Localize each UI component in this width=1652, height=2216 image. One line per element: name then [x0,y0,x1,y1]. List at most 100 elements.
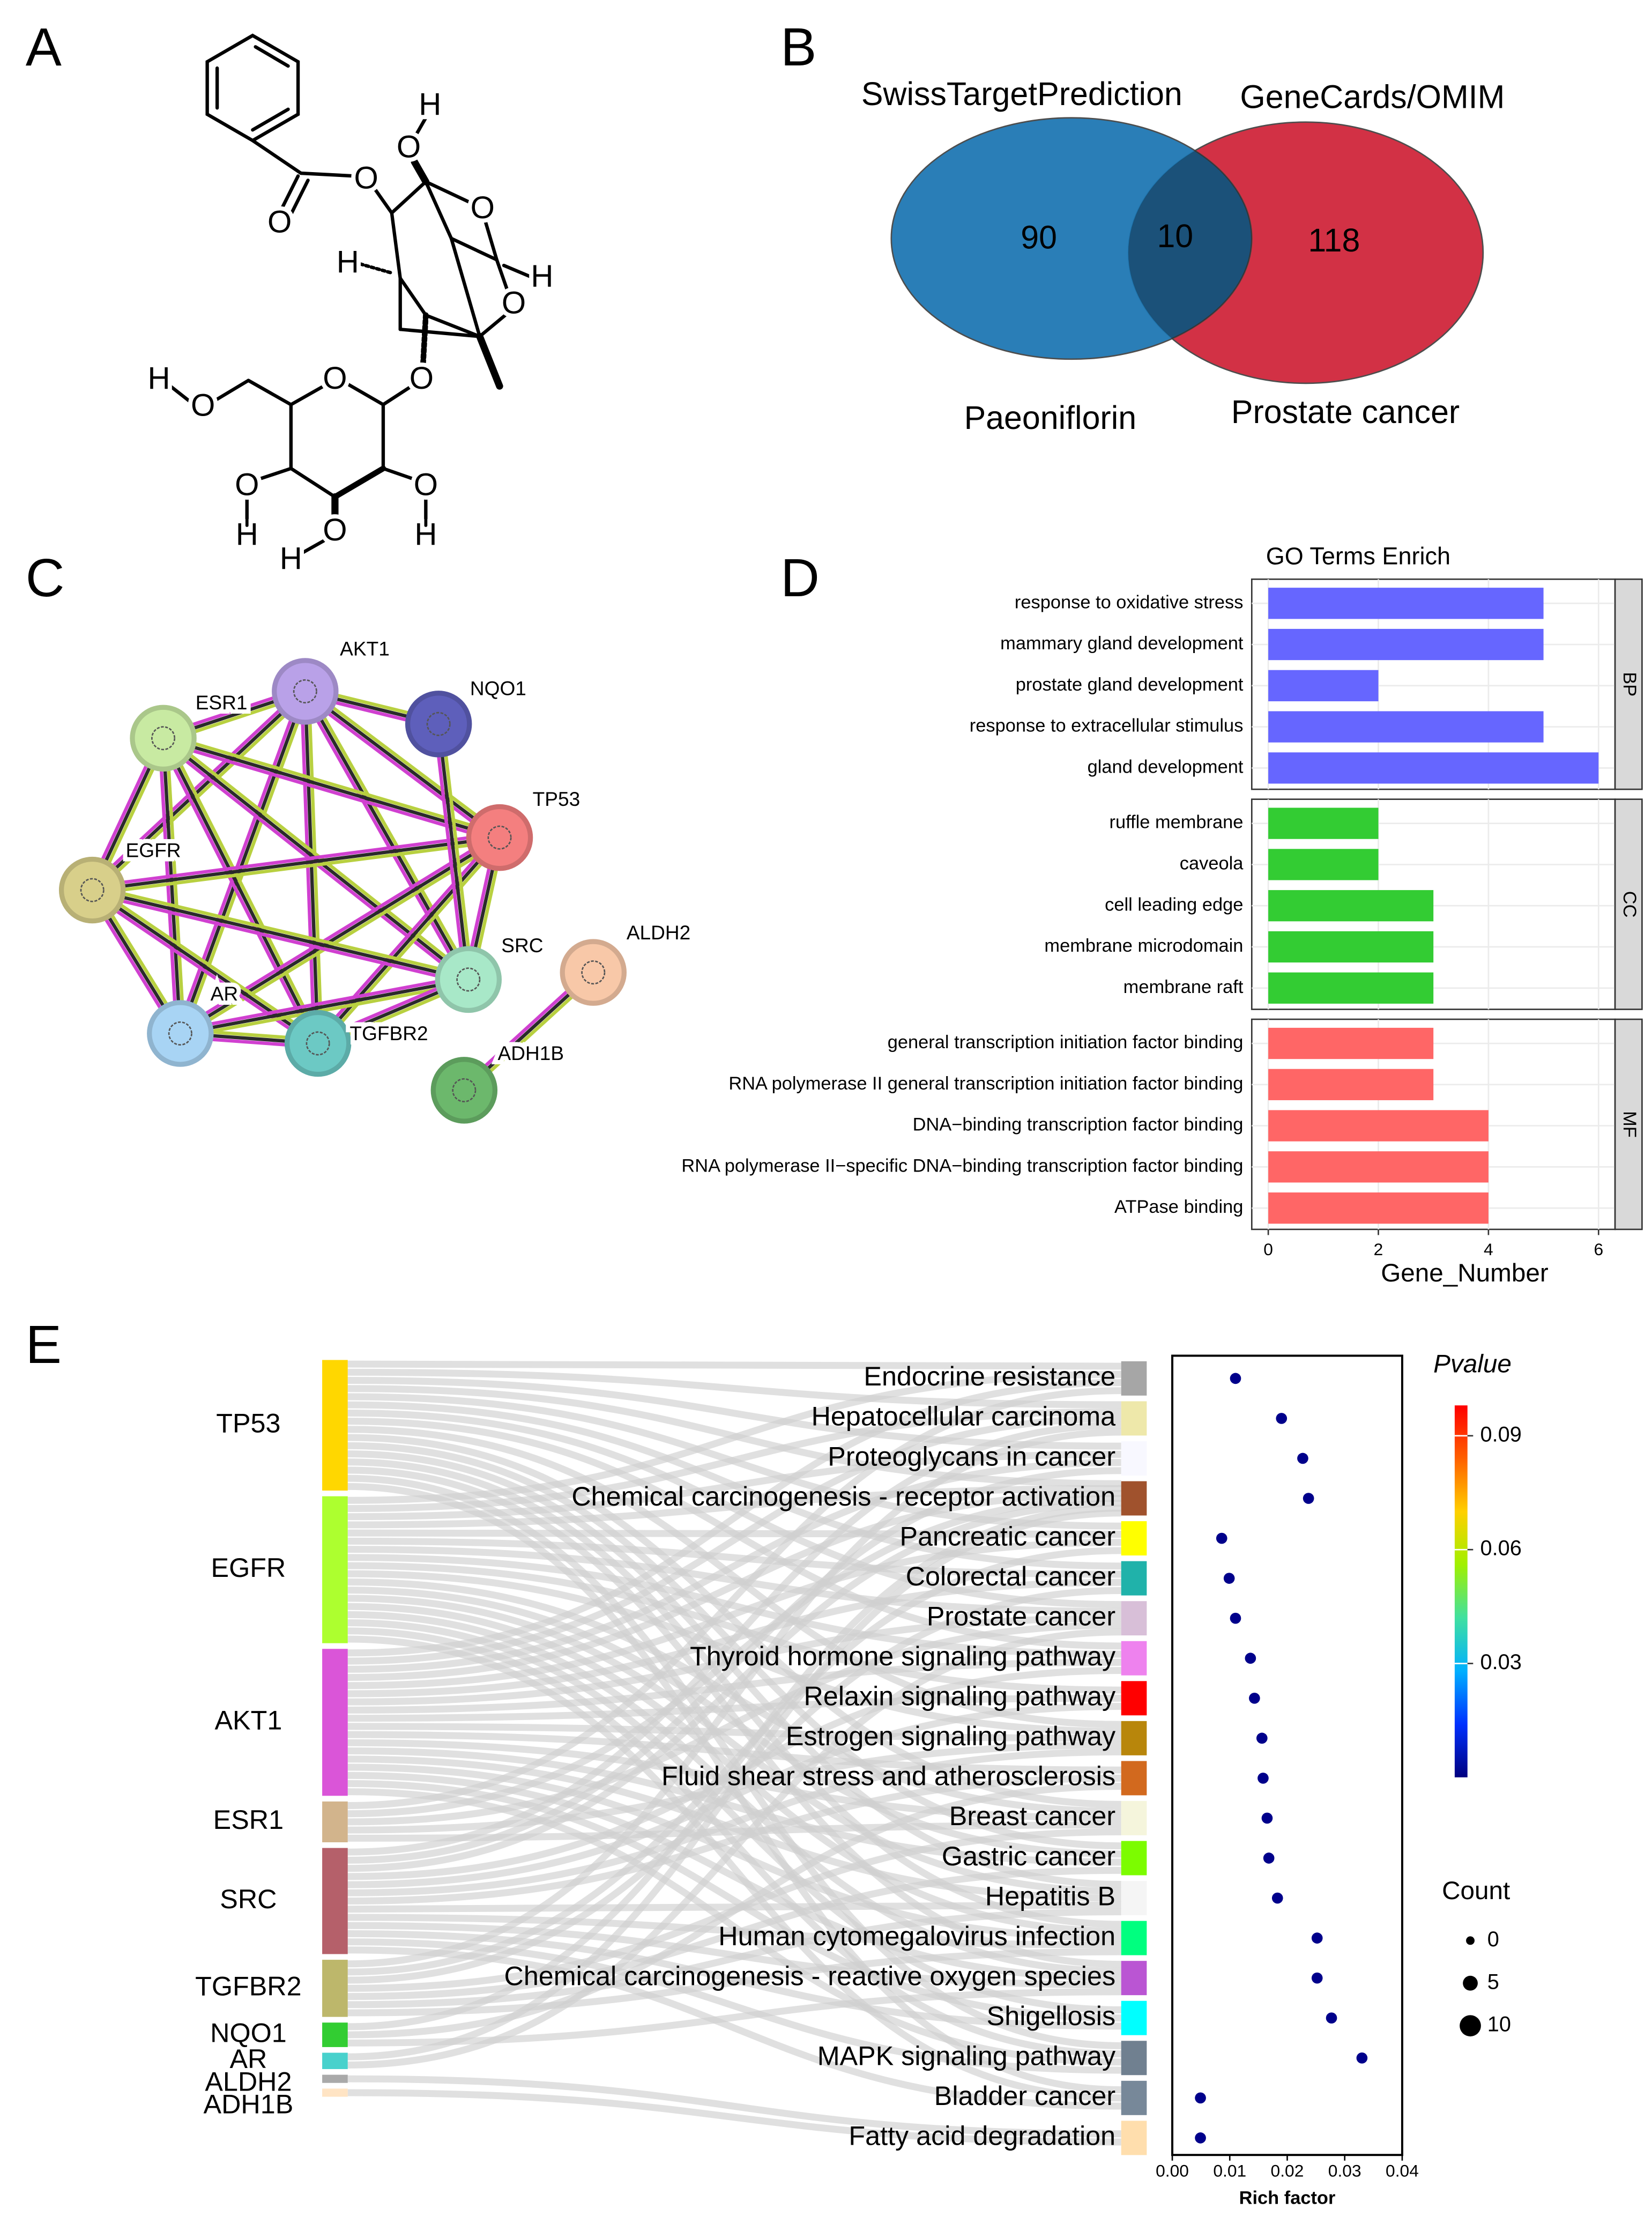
bond [359,262,392,275]
panel-label: B [780,17,816,77]
point [1326,2012,1337,2024]
edge [161,738,182,1034]
bond [424,313,482,338]
panel-label: C [26,548,65,608]
link [347,1421,1121,1856]
atom-label: H [236,517,258,552]
source-label: EGFR [211,1552,286,1583]
atom-label: O [323,361,347,396]
bond [390,211,402,280]
x-tick-label: 0.02 [1271,2161,1304,2180]
edge [300,692,467,982]
edge [175,689,303,1033]
atom-label: H [414,517,437,552]
bond [424,180,453,240]
bond [398,328,482,338]
edge [92,839,501,896]
link [347,1948,1121,2017]
link [347,2075,1121,2138]
edge [180,981,470,1039]
y-tick-label: response to oxidative stress [1015,592,1243,612]
link [347,1547,1121,1976]
edge [161,737,319,1044]
link [347,1495,1121,1818]
source-node [322,2074,348,2083]
target-label: Gastric cancer [942,1841,1115,1871]
legend-title: Count [1442,1877,1510,1905]
target-label: Chemical carcinogenesis - receptor activ… [571,1481,1115,1511]
source-node [322,2088,348,2097]
point [1223,1573,1235,1584]
link [347,1621,1121,1826]
bond [373,187,393,215]
source-label: TGFBR2 [195,1971,301,2002]
source-node [322,1960,348,2017]
link [347,1377,1121,1450]
link [347,1500,1121,1872]
bond [420,312,429,369]
source-node [322,1848,348,1954]
source-label: AR [229,2043,267,2074]
legend-point [1460,2015,1481,2037]
edge [437,723,470,980]
panel-label: E [26,1315,62,1375]
target-node [1121,1361,1147,1396]
link [347,1539,1121,1689]
target-node [1121,1721,1147,1755]
node-fill [135,709,192,767]
set-label: Paeoniflorin [964,399,1137,436]
atom-label: H [337,244,359,279]
link [347,1595,1121,1895]
edge [161,740,499,843]
target-node [1121,1521,1147,1556]
y-tick-label: membrane microdomain [1044,936,1243,956]
link [347,1387,1121,1809]
point [1311,1972,1323,1984]
bar [1268,1069,1434,1100]
link [347,1554,1121,1658]
point [1261,1812,1273,1824]
target-label: Chemical carcinogenesis - reactive oxyge… [504,1960,1116,1991]
chart-title: GO Terms Enrich [1266,542,1450,569]
target-label: Colorectal cancer [906,1561,1115,1591]
bond [411,158,429,186]
colorbar-label: 0.06 [1480,1537,1522,1560]
bond [247,379,293,406]
value-label: 10 [1157,218,1193,254]
node-label: AR [211,982,238,1005]
legend-label: 10 [1487,2013,1511,2036]
target-node [1121,1441,1147,1476]
node-fill [277,663,334,720]
node-label: ADH1B [498,1042,564,1064]
target-label: MAPK signaling pathway [817,2041,1116,2071]
bond [289,179,310,216]
bar [1268,972,1434,1004]
target-node [1121,1561,1147,1596]
venn-overlap [1128,122,1252,359]
link [347,1747,1121,1866]
bond [449,236,482,338]
x-tick-label: 4 [1484,1240,1493,1259]
target-label: Endocrine resistance [864,1361,1115,1391]
node-fill [152,1005,209,1062]
node-fill [64,862,121,919]
node-fill [440,951,497,1008]
bar [1268,670,1379,701]
link [347,1703,1121,1888]
target-label: Fatty acid degradation [849,2121,1115,2151]
bond [483,219,498,262]
edge [319,839,504,1047]
edge [165,736,323,1043]
x-tick-label: 2 [1374,1240,1383,1259]
point [1257,1773,1269,1784]
bar [1268,849,1379,880]
link [347,1504,1121,2030]
node-label: EGFR [126,839,181,861]
target-node [1121,1641,1147,1676]
colorbar-label: 0.09 [1480,1422,1522,1446]
protein [581,960,606,985]
node-label: NQO1 [470,677,526,700]
bond [289,466,337,499]
y-tick-label: response to extracellular stimulus [970,716,1244,736]
link [347,1459,1121,1673]
